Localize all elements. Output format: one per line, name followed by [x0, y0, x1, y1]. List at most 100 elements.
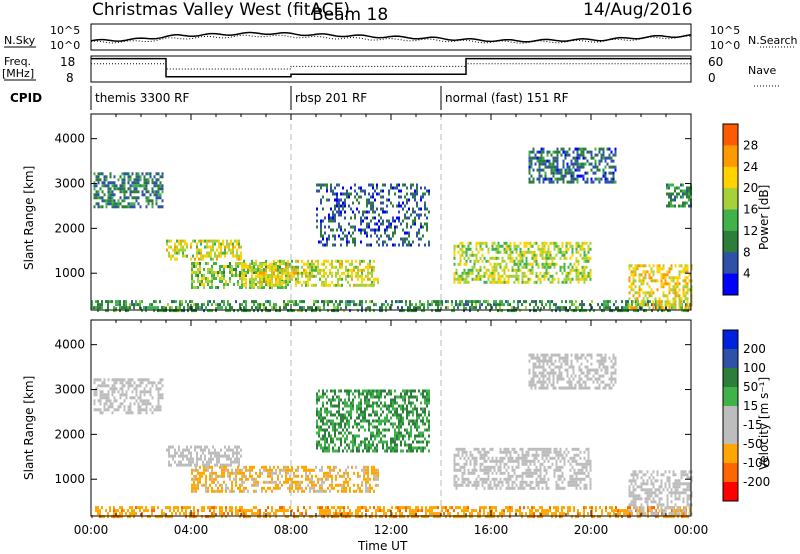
power-cell: [123, 187, 126, 191]
power-cell: [273, 268, 275, 272]
power-cell: [674, 291, 677, 295]
power-cell: [532, 168, 535, 172]
power-cell: [418, 243, 420, 247]
velocity-cell: [375, 474, 377, 478]
velocity-cell: [197, 468, 199, 472]
power-cell: [211, 271, 213, 274]
power-cell: [652, 291, 655, 295]
velocity-cell: [617, 509, 619, 513]
power-cell: [581, 247, 584, 251]
power-cell: [584, 147, 587, 151]
velocity-cell: [293, 471, 295, 475]
velocity-cell: [167, 506, 169, 510]
power-cell: [382, 195, 384, 199]
power-cell: [231, 265, 233, 268]
power-cell: [336, 192, 338, 196]
power-cell: [607, 300, 609, 304]
power-cell: [594, 177, 597, 181]
velocity-cell: [157, 399, 160, 403]
power-cell: [511, 306, 513, 310]
power-cell: [678, 270, 681, 274]
power-echo-region: [91, 300, 691, 313]
power-cell: [528, 171, 531, 175]
velocity-cell: [483, 477, 486, 481]
power-cell: [117, 178, 120, 182]
velocity-cell: [257, 483, 259, 487]
velocity-cell: [585, 506, 587, 510]
velocity-cell: [121, 387, 124, 391]
velocity-cell: [629, 515, 631, 519]
velocity-cell: [503, 477, 506, 481]
power-cell: [281, 274, 283, 278]
power-cell: [293, 271, 295, 275]
power-cell: [656, 303, 659, 307]
power-cell: [414, 210, 416, 214]
power-cell: [113, 187, 116, 191]
power-cell: [582, 162, 585, 166]
power-cell: [463, 268, 466, 272]
velocity-cell: [178, 448, 180, 452]
power-colorbar-swatch: [723, 209, 738, 232]
velocity-cell: [343, 509, 345, 513]
velocity-cell: [107, 405, 110, 409]
velocity-cell: [365, 486, 367, 490]
power-cell: [547, 277, 550, 281]
velocity-cell: [216, 454, 218, 458]
power-cell: [465, 300, 467, 304]
velocity-cell: [229, 489, 231, 493]
power-cell: [672, 204, 674, 208]
power-cell: [581, 244, 584, 248]
power-cell: [672, 288, 675, 292]
velocity-cell: [361, 468, 363, 472]
power-cell: [193, 280, 195, 283]
velocity-cell: [231, 506, 233, 510]
velocity-cell: [111, 402, 114, 406]
power-cell: [245, 300, 247, 304]
velocity-cell: [267, 474, 269, 478]
power-cell: [546, 150, 549, 154]
velocity-cell: [204, 445, 206, 449]
velocity-cell: [131, 396, 134, 400]
velocity-cell: [155, 387, 158, 391]
velocity-cell: [149, 515, 151, 519]
power-cell: [509, 309, 511, 313]
power-cell: [604, 156, 607, 160]
velocity-cell: [389, 515, 391, 519]
velocity-cell: [186, 463, 188, 467]
power-cell: [469, 247, 472, 251]
power-cell: [193, 265, 195, 268]
power-cell: [352, 240, 354, 244]
power-cell: [489, 262, 492, 266]
power-cell: [610, 150, 613, 154]
power-cell: [371, 274, 373, 278]
power-cell: [598, 147, 601, 151]
velocity-cell: [471, 471, 474, 475]
velocity-cell: [473, 465, 476, 469]
power-cell: [423, 306, 425, 310]
power-cell: [671, 306, 673, 310]
power-cell: [656, 270, 659, 274]
power-cell: [365, 283, 367, 287]
velocity-cell: [481, 468, 484, 472]
velocity-cell: [202, 448, 204, 452]
power-cell: [666, 273, 669, 277]
velocity-cell: [295, 480, 297, 484]
velocity-cell: [291, 465, 293, 469]
power-cell: [521, 253, 524, 257]
velocity-cell: [127, 384, 130, 388]
power-cell: [263, 271, 265, 275]
power-cell: [218, 245, 220, 249]
velocity-cell: [367, 509, 369, 513]
power-cell: [161, 190, 164, 194]
velocity-cell: [137, 384, 140, 388]
velocity-cell: [230, 448, 232, 452]
power-cell: [161, 309, 163, 313]
velocity-echo-region: [453, 447, 592, 490]
velocity-cell: [239, 486, 241, 490]
velocity-cell: [321, 515, 323, 519]
velocity-cell: [289, 468, 291, 472]
power-cell: [175, 306, 177, 310]
power-cell: [378, 228, 380, 232]
power-cell: [285, 268, 287, 272]
velocity-cell: [293, 480, 295, 484]
